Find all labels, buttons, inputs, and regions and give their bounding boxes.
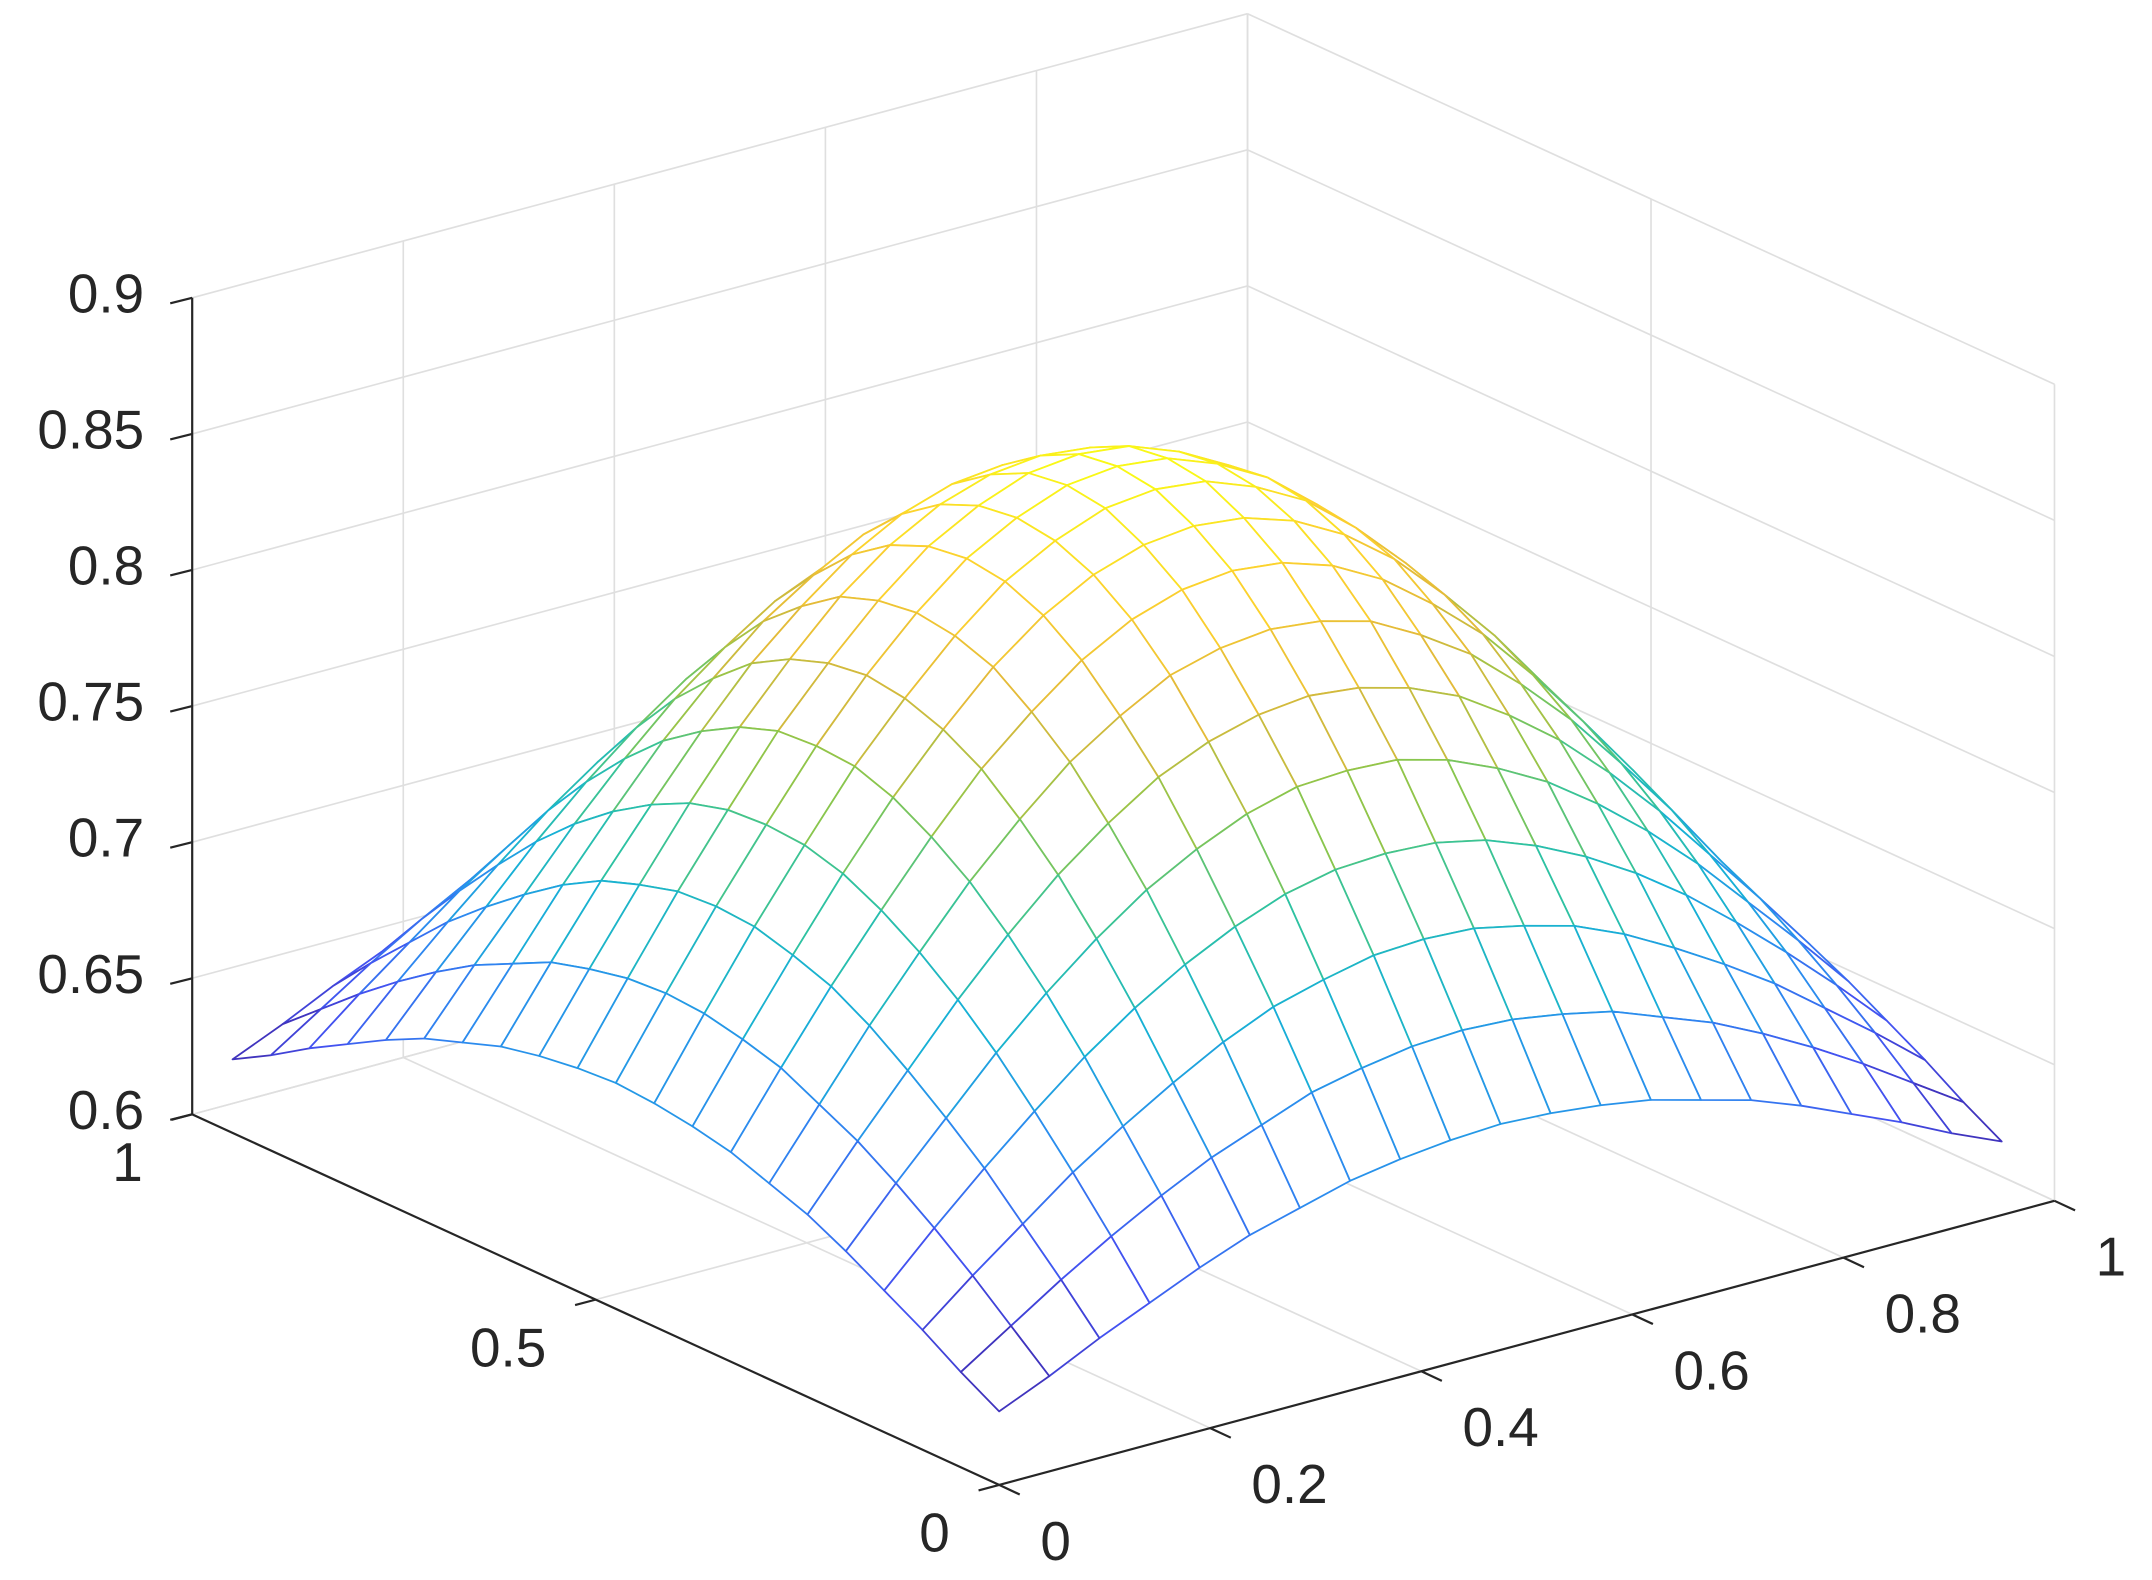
x-tick — [1631, 1313, 1654, 1326]
x-axis-line — [998, 1199, 2055, 1486]
z-tick-label: 0.9 — [68, 262, 144, 324]
surface — [231, 445, 2003, 1413]
z-tick-label: 0.8 — [68, 534, 144, 596]
z-tick-label: 0.6 — [68, 1079, 144, 1141]
x-tick-label: 0.8 — [1885, 1283, 1961, 1345]
x-tick-label: 0.6 — [1674, 1339, 1750, 1401]
z-tick-label: 0.85 — [37, 398, 144, 460]
z-tick — [169, 977, 193, 985]
x-tick — [1420, 1370, 1443, 1382]
z-tick-label: 0.65 — [37, 943, 144, 1005]
y-tick-label: 0.5 — [470, 1316, 546, 1378]
y-tick-label: 0 — [919, 1502, 950, 1564]
mesh-cell — [959, 1324, 1051, 1413]
z-tick-label: 0.75 — [37, 671, 144, 733]
z-tick — [169, 841, 193, 849]
y-axis-line — [191, 1113, 1000, 1486]
x-tick-label: 0.4 — [1462, 1396, 1538, 1458]
z-grid-line — [191, 285, 1248, 571]
x-tick — [998, 1483, 1021, 1496]
z-tick — [169, 296, 193, 305]
x-tick — [2054, 1199, 2076, 1212]
x-tick — [1842, 1256, 1865, 1269]
x-tick — [1209, 1427, 1232, 1439]
z-grid-line — [191, 149, 1248, 435]
y-tick — [978, 1483, 1000, 1492]
y-tick — [171, 1113, 193, 1121]
z-tick — [169, 568, 193, 577]
x-tick-label: 0 — [1040, 1510, 1071, 1572]
z-grid-line — [191, 12, 1248, 299]
axes: 0.6 0.65 0.7 0.75 0.8 0.85 0.9 0 0.2 0.4 0.6 0.8 1 0 0… — [37, 262, 2126, 1571]
x-tick-label: 1 — [2096, 1226, 2127, 1288]
y-tick-label: 1 — [112, 1131, 143, 1193]
z-tick — [169, 705, 193, 713]
z-tick — [169, 432, 193, 441]
y-tick — [574, 1298, 596, 1307]
x-tick-label: 0.2 — [1251, 1453, 1327, 1515]
z-tick-label: 0.7 — [68, 807, 144, 869]
